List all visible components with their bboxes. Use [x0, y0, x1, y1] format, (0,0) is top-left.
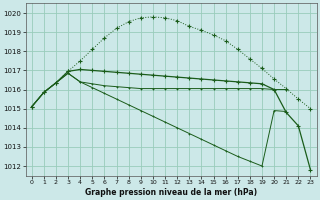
X-axis label: Graphe pression niveau de la mer (hPa): Graphe pression niveau de la mer (hPa) [85, 188, 257, 197]
